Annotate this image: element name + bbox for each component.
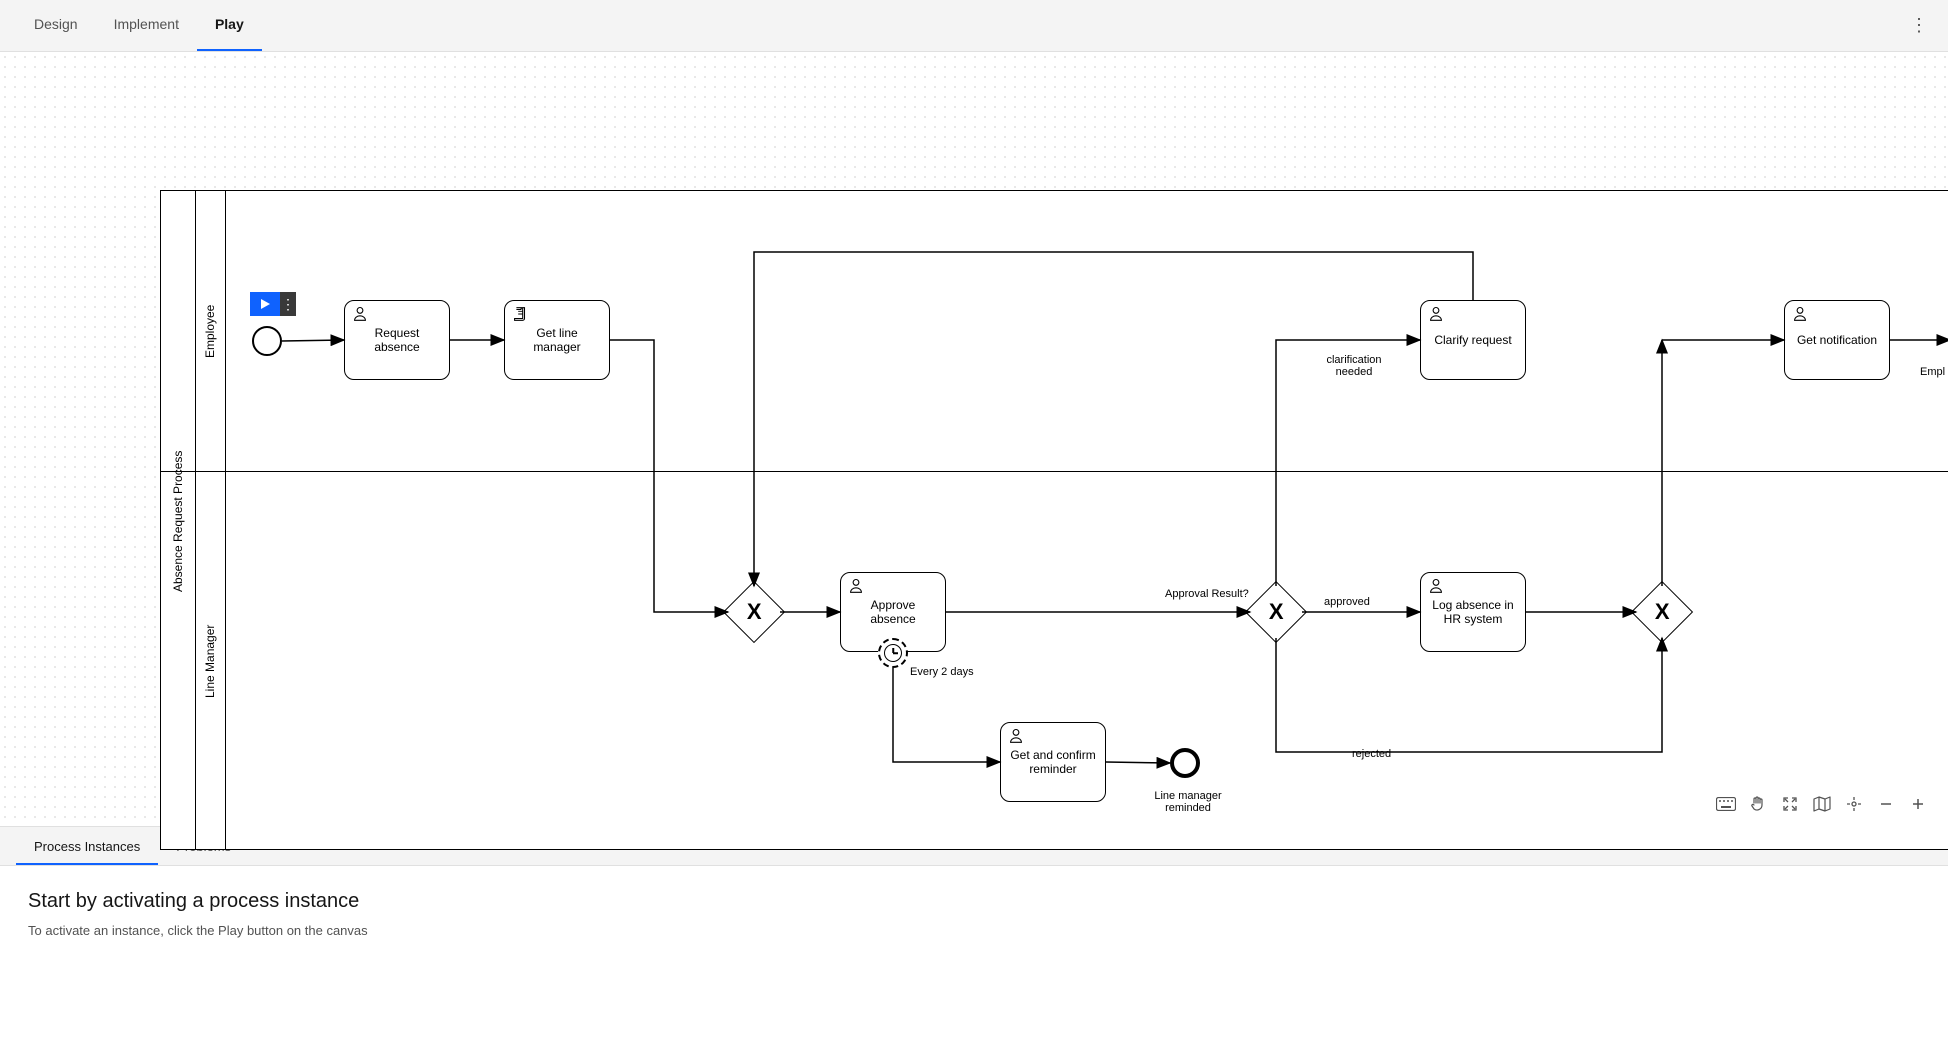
task-label: Request absence [353, 326, 441, 354]
task-request[interactable]: Request absence [344, 300, 450, 380]
overflow-menu[interactable]: ⋮ [1910, 16, 1928, 36]
fit-screen-icon[interactable] [1780, 794, 1800, 814]
diagram-canvas[interactable]: Absence Request ProcessEmployeeLine Mana… [0, 52, 1948, 826]
task-reminder[interactable]: Get and confirm reminder [1000, 722, 1106, 802]
user-task-icon [1427, 577, 1445, 598]
hand-tool-icon[interactable] [1748, 794, 1768, 814]
timer-boundary-event[interactable] [878, 638, 908, 668]
user-task-icon [1791, 305, 1809, 326]
recenter-icon[interactable] [1844, 794, 1864, 814]
user-task-icon [1427, 305, 1445, 326]
tab-process-instances[interactable]: Process Instances [16, 827, 158, 865]
label-rejected: rejected [1352, 748, 1391, 760]
start-event[interactable] [252, 326, 282, 356]
script-task-icon [511, 305, 529, 326]
tab-play[interactable]: Play [197, 0, 262, 51]
end-event-reminder[interactable] [1170, 748, 1200, 778]
task-label: Get line manager [513, 326, 601, 354]
user-task-icon [1007, 727, 1025, 748]
gateway-g1[interactable]: X [732, 590, 776, 634]
task-label: Log absence in HR system [1429, 598, 1517, 626]
label-every2: Every 2 days [910, 666, 974, 678]
label-approval: Approval Result? [1165, 588, 1249, 600]
task-label: Get and confirm reminder [1009, 748, 1097, 776]
keyboard-icon[interactable] [1716, 794, 1736, 814]
user-task-icon [847, 577, 865, 598]
tab-design[interactable]: Design [16, 0, 96, 51]
task-getline[interactable]: Get line manager [504, 300, 610, 380]
lane-label: Line Manager [195, 471, 225, 851]
user-task-icon [351, 305, 369, 326]
task-notify[interactable]: Get notification [1784, 300, 1890, 380]
pool-label: Absence Request Process [161, 191, 195, 851]
zoom-out-icon[interactable] [1876, 794, 1896, 814]
label-empl: Empl [1920, 366, 1945, 378]
tab-implement[interactable]: Implement [96, 0, 197, 51]
panel-subtitle: To activate an instance, click the Play … [28, 923, 1920, 938]
task-label: Clarify request [1434, 333, 1511, 347]
label-clarification: clarification needed [1314, 354, 1394, 378]
task-log[interactable]: Log absence in HR system [1420, 572, 1526, 652]
play-button[interactable] [250, 292, 280, 316]
lane-label: Employee [195, 191, 225, 471]
kebab-icon: ⋮ [1910, 16, 1928, 34]
canvas-toolbar [1716, 794, 1928, 814]
play-control: ⋮ [250, 292, 296, 316]
gateway-g3[interactable]: X [1640, 590, 1684, 634]
top-tab-bar: Design Implement Play ⋮ [0, 0, 1948, 52]
label-lmReminded: Line manager reminded [1148, 790, 1228, 814]
zoom-in-icon[interactable] [1908, 794, 1928, 814]
minimap-icon[interactable] [1812, 794, 1832, 814]
play-more-button[interactable]: ⋮ [280, 292, 296, 316]
task-clarify[interactable]: Clarify request [1420, 300, 1526, 380]
label-approved: approved [1324, 596, 1370, 608]
task-label: Approve absence [849, 598, 937, 626]
panel-title: Start by activating a process instance [28, 890, 1920, 913]
gateway-g2[interactable]: X [1254, 590, 1298, 634]
task-label: Get notification [1797, 333, 1877, 347]
